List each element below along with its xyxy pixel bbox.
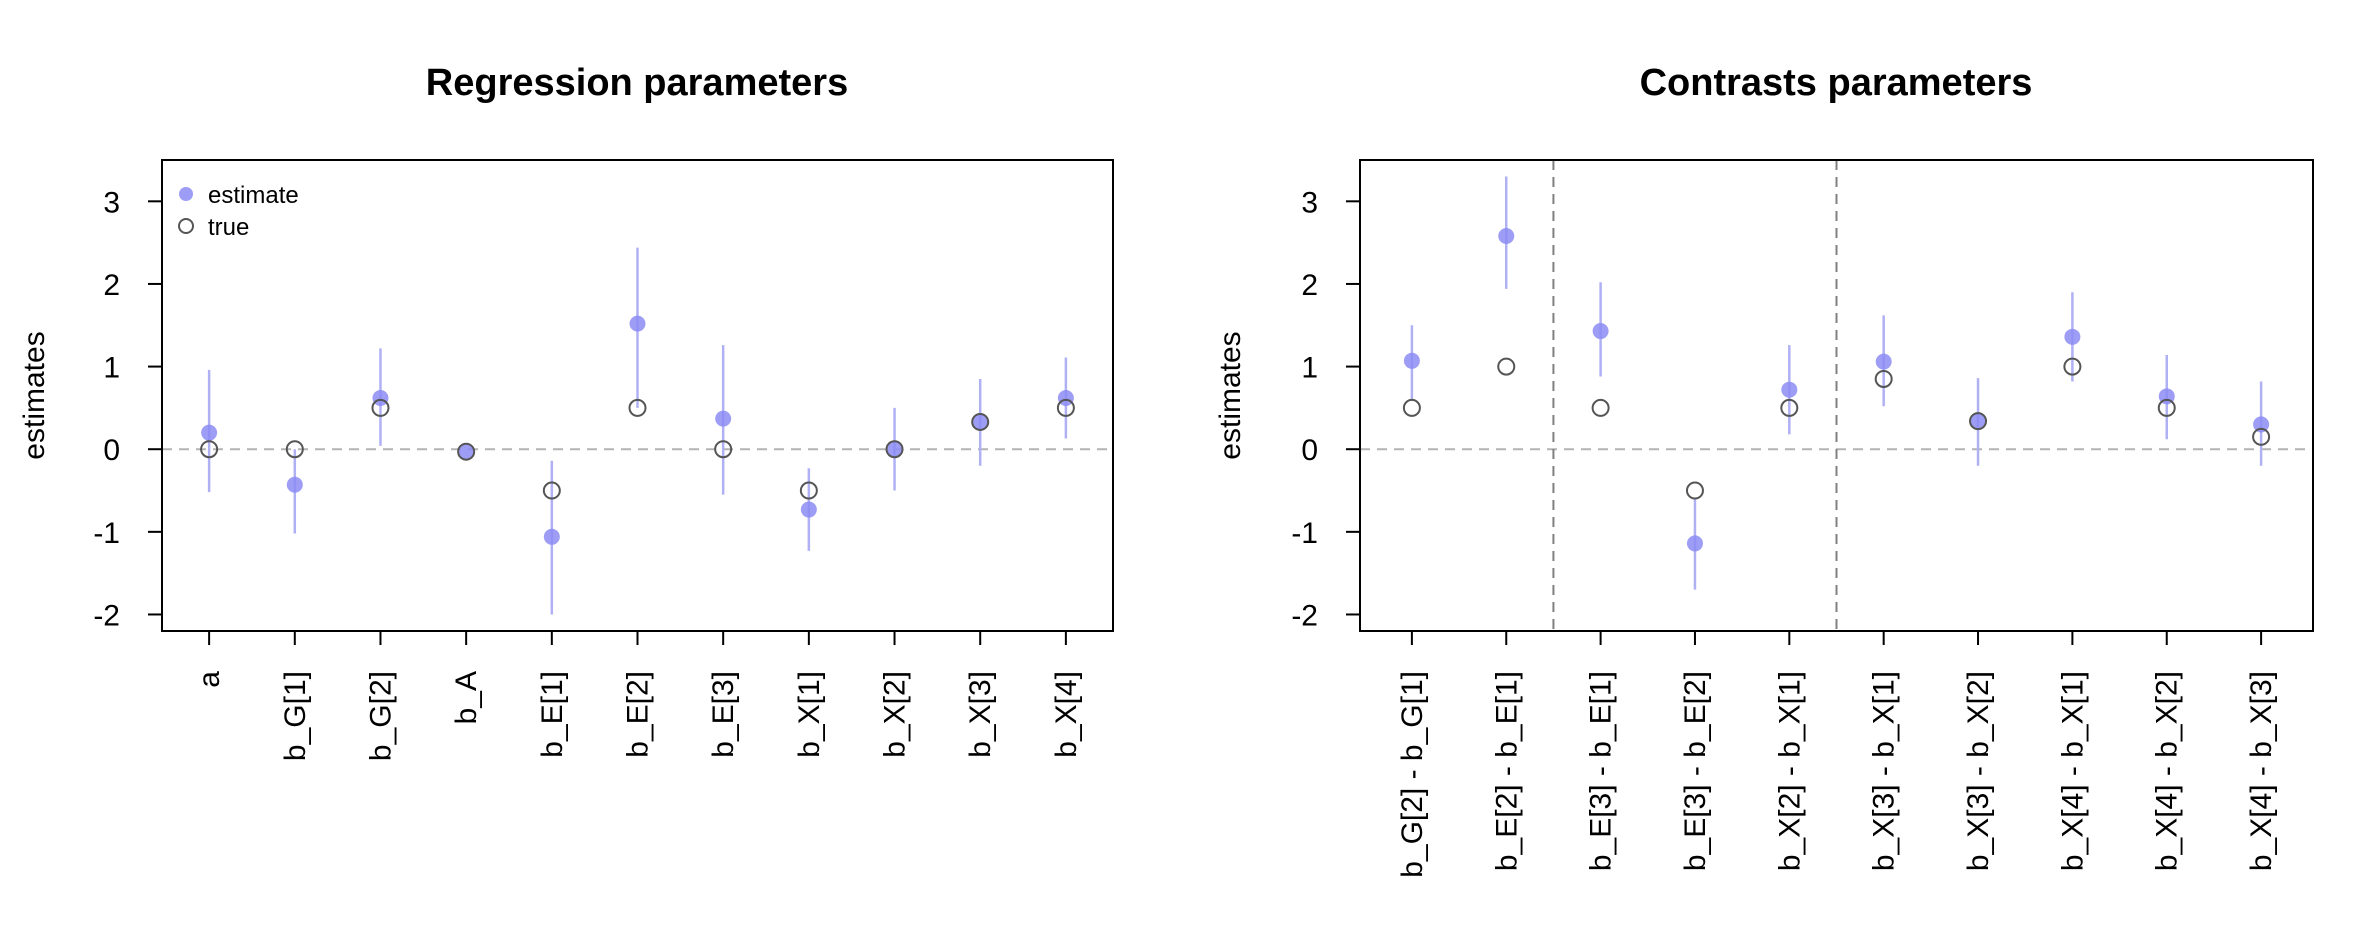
true-point [371, 398, 390, 417]
y-tick-label: 2 [1301, 269, 1318, 302]
y-tick-label: 3 [1301, 186, 1318, 219]
estimate-point [1592, 323, 1609, 340]
estimate-point [1686, 535, 1703, 552]
true-point [1969, 412, 1988, 431]
regression-parameters-panel: Regression parameters estimates -2 -1 0 1 2 3 a b… [18, 62, 1114, 761]
y-axis-label: estimates [18, 331, 51, 459]
estimate-point [1781, 381, 1798, 398]
x-category-label: b_G[1] [279, 671, 312, 761]
legend-estimate-label: estimate [208, 182, 299, 209]
y-tick-label: 0 [1301, 434, 1318, 467]
y-tick-label: 0 [103, 434, 120, 467]
chart-title: Contrasts parameters [1640, 62, 2033, 104]
estimate-point [629, 315, 646, 332]
true-point [1056, 398, 1075, 417]
estimate-point [1403, 352, 1420, 369]
legend-estimate-marker [179, 187, 193, 201]
x-category-label: b_X[4] - b_X[3] [2245, 671, 2278, 871]
legend-true-label: true [208, 214, 249, 241]
x-category-label: b_X[4] - b_X[1] [2056, 671, 2089, 871]
x-category-label: b_E[3] - b_E[1] [1585, 671, 1618, 871]
x-category-label: b_X[4] - b_X[2] [2151, 671, 2184, 871]
contrasts-parameters-panel: Contrasts parameters estimates -2 -1 0 1 2 3 b_G… [1214, 62, 2314, 878]
estimate-point [972, 413, 989, 430]
estimate-point [800, 501, 817, 518]
x-category-label: b_X[3] - b_X[2] [1962, 671, 1995, 871]
x-category-label: b_X[3] - b_X[1] [1868, 671, 1901, 871]
true-point [2063, 357, 2082, 376]
x-category-label: b_A [450, 671, 483, 724]
true-point [2252, 427, 2271, 446]
estimate-point [286, 476, 303, 493]
true-point [1685, 481, 1704, 500]
x-category-label: b_E[3] [707, 671, 740, 758]
true-point [457, 442, 476, 461]
estimate-point [2253, 416, 2270, 433]
x-category-label: b_X[3] [964, 671, 997, 758]
estimate-point [2064, 328, 2081, 345]
true-point [628, 398, 647, 417]
true-point [1874, 369, 1893, 388]
true-point [1497, 357, 1516, 376]
estimate-point [458, 443, 475, 460]
y-tick-label: -2 [93, 599, 120, 632]
true-point [799, 481, 818, 500]
estimate-point [715, 410, 732, 427]
true-point [2157, 398, 2176, 417]
true-point [1591, 398, 1610, 417]
y-tick-label: 3 [103, 186, 120, 219]
estimate-point [201, 424, 218, 441]
y-tick-label: -1 [93, 517, 120, 550]
plot-frame [161, 159, 1114, 632]
x-category-label: b_E[2] [622, 671, 655, 758]
estimate-point [1970, 413, 1987, 430]
x-category-label: b_E[1] [536, 671, 569, 758]
legend-true-marker [178, 218, 194, 234]
x-category-label: b_G[2] [364, 671, 397, 761]
y-tick-label: -1 [1291, 517, 1318, 550]
estimate-point [886, 441, 903, 458]
y-tick-label: 1 [103, 352, 120, 385]
true-point [1402, 398, 1421, 417]
y-tick-label: -2 [1291, 599, 1318, 632]
y-tick-label: 1 [1301, 352, 1318, 385]
x-category-label: b_X[2] - b_X[1] [1773, 671, 1806, 871]
x-category-label: b_E[3] - b_E[2] [1679, 671, 1712, 871]
x-category-label: b_E[2] - b_E[1] [1490, 671, 1523, 871]
x-category-label: b_X[2] [879, 671, 912, 758]
true-point [1780, 398, 1799, 417]
x-category-label: b_X[4] [1050, 671, 1083, 758]
estimate-point [1875, 353, 1892, 370]
chart-title: Regression parameters [426, 62, 848, 104]
true-point [971, 412, 990, 431]
true-point [542, 481, 561, 500]
true-point [200, 440, 219, 459]
true-point [885, 440, 904, 459]
y-axis-label: estimates [1214, 331, 1247, 459]
estimate-point [1498, 228, 1515, 245]
true-point [714, 440, 733, 459]
y-tick-label: 2 [103, 269, 120, 302]
x-category-label: a [193, 671, 226, 688]
x-category-label: b_G[2] - b_G[1] [1396, 671, 1429, 878]
estimate-point [543, 528, 560, 545]
plot-frame [1359, 159, 2314, 632]
x-category-label: b_X[1] [793, 671, 826, 758]
true-point [285, 440, 304, 459]
